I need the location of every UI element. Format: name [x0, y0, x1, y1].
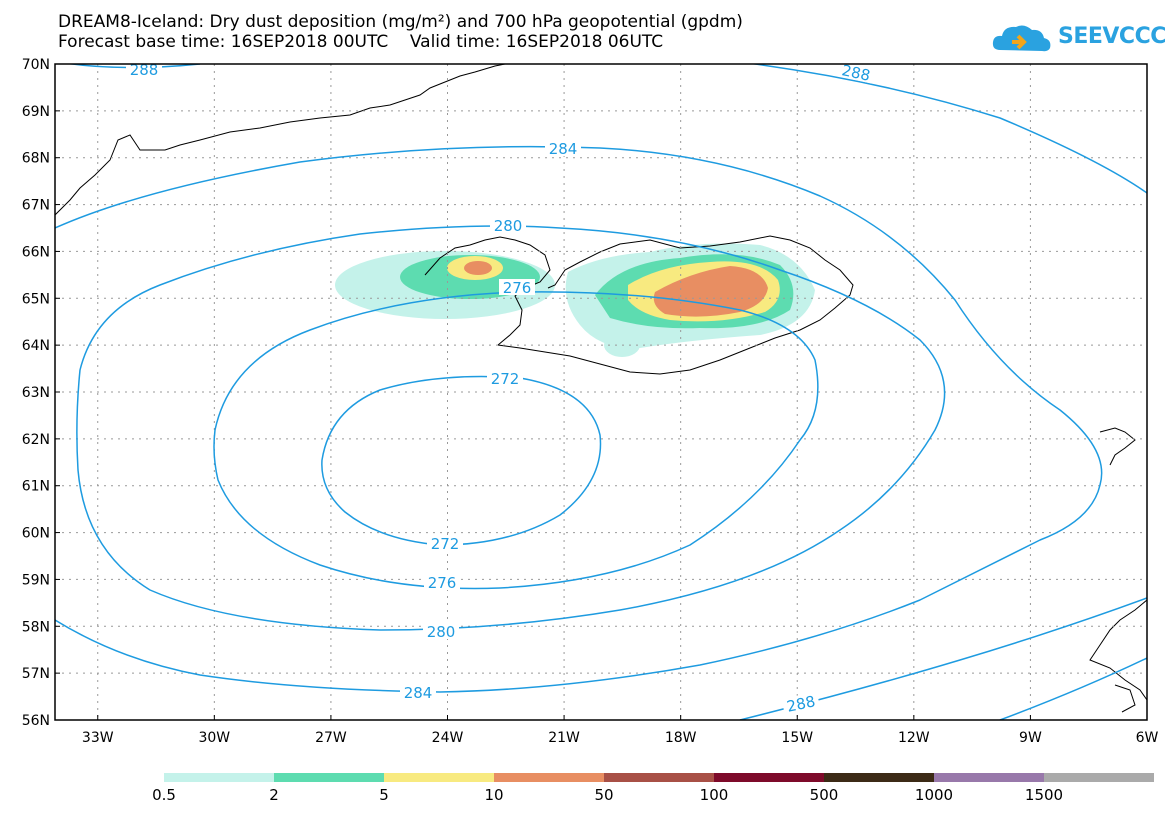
longitude-label: 27W [315, 730, 347, 746]
latitude-label: 57N [22, 666, 50, 682]
contour-288-bottom-right [999, 657, 1147, 720]
latitude-label: 66N [22, 244, 50, 260]
legend-label: 50 [594, 786, 614, 804]
contour-288-top-left [66, 64, 201, 69]
contour-label: 288 [840, 61, 872, 85]
contour-label: 276 [503, 279, 532, 297]
longitude-label: 15W [781, 730, 813, 746]
contour-labels: 288 288 284 280 276 272 272 276 280 284 … [126, 60, 876, 716]
latitude-axis: 70N 69N 68N 67N 66N 65N 64N 63N 62N 61N 60N 59N 58N 5… [22, 57, 60, 729]
legend-swatch [274, 773, 384, 782]
contour-label: 288 [130, 61, 159, 79]
longitude-label: 9W [1019, 730, 1042, 746]
contour-label: 288 [785, 692, 817, 716]
longitude-axis: 33W 30W 27W 24W 21W 18W 15W 12W 9W 6W [82, 715, 1159, 746]
latitude-label: 61N [22, 479, 50, 495]
contour-280 [76, 225, 946, 631]
latitude-label: 65N [22, 291, 50, 307]
contour-label: 284 [549, 140, 578, 158]
legend-swatch [824, 773, 934, 782]
legend-swatch [714, 773, 824, 782]
legend-label: 2 [269, 786, 279, 804]
longitude-label: 6W [1136, 730, 1159, 746]
legend-label: 5 [379, 786, 389, 804]
dust-deposition-layer [335, 243, 815, 357]
latitude-label: 63N [22, 385, 50, 401]
longitude-label: 21W [548, 730, 580, 746]
latitude-label: 60N [22, 526, 50, 542]
legend-swatch [1044, 773, 1154, 782]
legend-swatch [934, 773, 1044, 782]
latitude-label: 58N [22, 619, 50, 635]
longitude-label: 18W [665, 730, 697, 746]
map-subtitle: Forecast base time: 16SEP2018 00UTC Vali… [58, 32, 664, 52]
legend-label: 100 [699, 786, 729, 804]
latitude-label: 68N [22, 151, 50, 167]
legend-label: 1000 [914, 786, 954, 804]
latitude-label: 62N [22, 432, 50, 448]
contour-label: 284 [404, 684, 433, 702]
geopotential-contours [55, 64, 1147, 720]
contour-284 [55, 145, 1103, 693]
coastlines [55, 64, 1147, 713]
legend-label: 0.5 [152, 786, 176, 804]
contour-276 [213, 291, 819, 590]
contour-label: 276 [428, 574, 457, 592]
color-legend [164, 773, 1154, 782]
longitude-label: 33W [82, 730, 114, 746]
longitude-label: 24W [432, 730, 464, 746]
faroe-coastline [1099, 427, 1136, 466]
logo-text: SEEVCCC [1058, 24, 1166, 49]
latitude-label: 64N [22, 338, 50, 354]
longitude-label: 12W [898, 730, 930, 746]
map-title: DREAM8-Iceland: Dry dust deposition (mg/… [58, 12, 743, 32]
dust-area-high [464, 261, 492, 275]
contour-272 [321, 375, 602, 546]
cloud-icon [992, 25, 1051, 52]
legend-swatch [384, 773, 494, 782]
dust-area-high [653, 266, 768, 317]
latitude-label: 67N [22, 198, 50, 214]
greenland-coastline [55, 64, 506, 216]
legend-swatch [604, 773, 714, 782]
scotland-islands [1114, 684, 1136, 713]
legend-labels: 0.5 2 5 10 50 100 500 1000 1500 [0, 786, 1175, 806]
latitude-label: 70N [22, 57, 50, 73]
legend-label: 500 [809, 786, 839, 804]
contour-label: 272 [491, 370, 520, 388]
contour-288-top-right [749, 64, 1147, 194]
longitude-label: 30W [198, 730, 230, 746]
latitude-label: 56N [22, 713, 50, 729]
legend-swatch [164, 773, 274, 782]
latitude-label: 59N [22, 572, 50, 588]
contour-label: 280 [427, 623, 456, 641]
legend-swatch [494, 773, 604, 782]
contour-label: 280 [494, 217, 523, 235]
graticule [55, 64, 1147, 720]
latitude-label: 69N [22, 104, 50, 120]
legend-label: 10 [484, 786, 504, 804]
legend-label: 1500 [1024, 786, 1064, 804]
scotland-coastline [1089, 599, 1147, 701]
contour-label: 272 [431, 535, 460, 553]
